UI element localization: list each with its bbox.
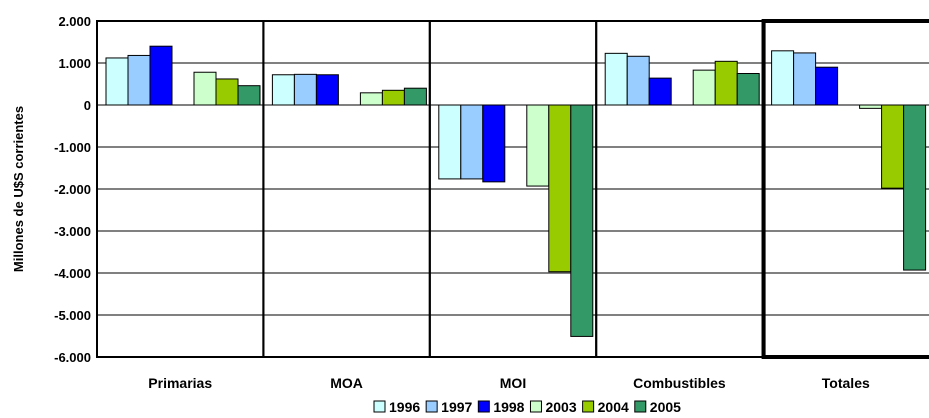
y-tick-label: 0: [84, 98, 91, 113]
bar-2004-totales: [881, 104, 905, 189]
bar-2004-primarias: [215, 78, 239, 106]
legend-label: 2004: [598, 399, 629, 415]
y-tick-label: -3.000: [54, 224, 91, 239]
legend-label: 1997: [441, 399, 472, 415]
bar-1996-moa: [271, 74, 295, 106]
bar-2003-totales: [859, 104, 883, 109]
bar-1997-primarias: [127, 54, 151, 106]
bar-2005-primarias: [237, 85, 261, 106]
category-panels: [96, 19, 929, 359]
y-tick-label: -6.000: [54, 350, 91, 365]
bar-1997-moa: [293, 73, 317, 106]
bar-2004-moa: [381, 89, 405, 106]
bar-2004-moi: [548, 104, 572, 273]
bar-1998-moa: [315, 74, 339, 106]
y-tick-label: 2.000: [58, 14, 91, 29]
legend-swatch-1998: [477, 400, 490, 413]
bar-1996-totales: [771, 50, 795, 106]
bar-2003-moa: [359, 92, 383, 106]
panel-totales: [761, 19, 929, 359]
bar-1998-combustibles: [648, 77, 672, 106]
bars: [105, 45, 927, 337]
legend-label: 1996: [389, 399, 420, 415]
bar-2005-totales: [903, 104, 927, 271]
legend-swatch-1997: [425, 400, 438, 413]
legend-swatch-2004: [582, 400, 595, 413]
category-label: MOA: [330, 375, 363, 391]
category-label: Totales: [822, 375, 870, 391]
y-tick-label: -4.000: [54, 266, 91, 281]
y-axis-label: Millones de U$S corrientes: [11, 106, 26, 272]
bar-1998-totales: [815, 66, 839, 106]
legend: 1996 1997 1998 2003 2004 2005: [373, 399, 681, 415]
bar-2005-moi: [570, 104, 594, 337]
bar-1997-combustibles: [626, 55, 650, 106]
bar-2005-combustibles: [736, 73, 760, 106]
y-tick-label: -1.000: [54, 140, 91, 155]
bar-2003-moi: [526, 104, 550, 187]
y-tick-label: -2.000: [54, 182, 91, 197]
legend-swatch-1996: [373, 400, 386, 413]
legend-swatch-2003: [529, 400, 542, 413]
bar-2005-moa: [403, 87, 427, 106]
legend-label: 2003: [545, 399, 576, 415]
legend-label: 1998: [493, 399, 524, 415]
legend-label: 2005: [650, 399, 681, 415]
y-tick-label: -5.000: [54, 308, 91, 323]
bar-1997-moi: [460, 104, 484, 180]
category-label: Primarias: [148, 375, 212, 391]
bar-1997-totales: [793, 52, 817, 106]
bar-1998-primarias: [149, 45, 173, 106]
bar-2003-combustibles: [692, 69, 716, 106]
bar-1996-combustibles: [604, 52, 628, 106]
legend-swatch-2005: [634, 400, 647, 413]
bar-1998-moi: [482, 104, 506, 183]
bar-2003-primarias: [193, 71, 217, 106]
bar-1996-moi: [438, 104, 462, 180]
category-label: MOI: [500, 375, 526, 391]
bar-1996-primarias: [105, 57, 129, 106]
category-labels: Primarias MOA MOI Combustibles Totales: [148, 375, 870, 391]
y-axis-ticks: 2.000 1.000 0 -1.000 -2.000 -3.000 -4.000 -5.00…: [54, 14, 91, 365]
category-label: Combustibles: [633, 375, 726, 391]
y-tick-label: 1.000: [58, 56, 91, 71]
bar-2004-combustibles: [714, 60, 738, 106]
